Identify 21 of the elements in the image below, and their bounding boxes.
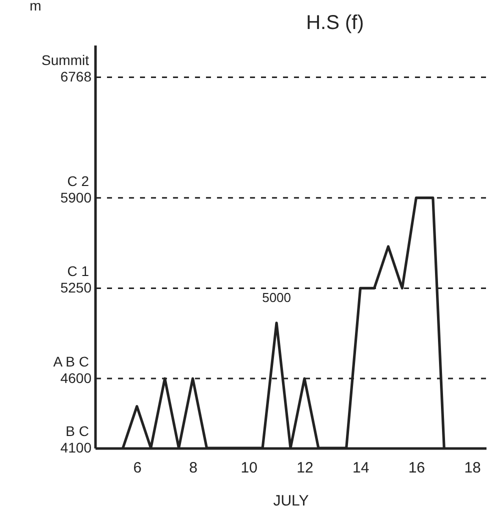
y-axis-title: m [30, 0, 42, 14]
x-tick-label: 18 [464, 460, 481, 476]
x-tick-label: 10 [240, 460, 258, 476]
x-axis-title: JULY [273, 492, 309, 510]
ref-line-label: C 2 [67, 172, 90, 189]
text: B C [66, 423, 89, 439]
y-tick-label: 4100 [60, 440, 92, 456]
x-tick-label: 6 [133, 460, 142, 476]
ref-line-label: Summit [42, 52, 90, 68]
y-tick-label: 4600 [60, 370, 92, 386]
ref-line-label: C 1 [67, 263, 90, 280]
x-tick-label: 12 [296, 460, 314, 476]
annotation: 5000 [262, 290, 291, 305]
x-tick-label: 8 [189, 460, 198, 476]
chart-title: H.S (f) [306, 12, 364, 34]
x-tick-label: 16 [408, 460, 426, 476]
ref-line-label: A B C [53, 354, 89, 370]
y-tick-label: 5250 [60, 280, 92, 296]
y-tick-label: 5900 [60, 189, 92, 206]
x-tick-label: 14 [352, 460, 370, 476]
y-tick-label: 6768 [60, 68, 92, 85]
